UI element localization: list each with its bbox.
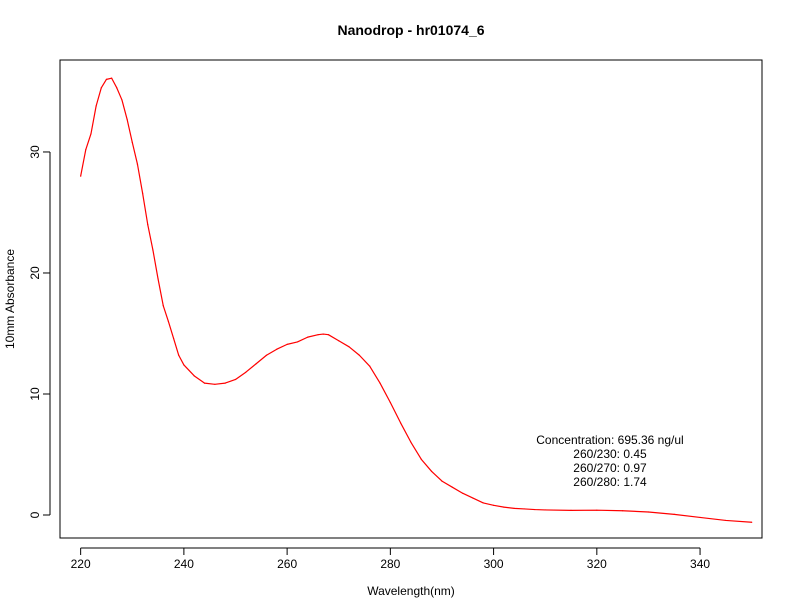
x-tick-label: 240 (174, 557, 194, 571)
data-point (296, 341, 299, 343)
data-point (162, 305, 164, 307)
x-tick-label: 300 (484, 557, 504, 571)
x-tick-label: 220 (71, 557, 91, 571)
y-tick-label: 10 (28, 387, 42, 401)
data-point (596, 509, 598, 511)
data-point (751, 521, 753, 523)
data-point (157, 278, 159, 280)
data-point (141, 192, 144, 194)
x-tick-label: 320 (587, 557, 607, 571)
data-point (369, 365, 371, 367)
data-point (147, 223, 149, 226)
series-layer (80, 77, 753, 523)
data-point (472, 497, 474, 499)
data-point (80, 175, 82, 177)
y-axis-label: 10mm Absorbance (3, 249, 17, 349)
data-point (100, 87, 102, 89)
data-point (462, 492, 464, 494)
data-point (534, 508, 536, 511)
data-point (136, 163, 139, 165)
data-point (172, 337, 175, 339)
data-point (441, 480, 443, 482)
data-point (647, 511, 650, 513)
data-point (570, 509, 572, 512)
data-point (503, 506, 505, 508)
data-point (167, 320, 169, 322)
data-point (234, 378, 237, 381)
data-point (410, 441, 412, 443)
data-point (673, 513, 675, 516)
data-point (111, 77, 113, 79)
annotation-ratio-260-270: 260/270: 0.97 (573, 461, 647, 475)
x-axis-label: Wavelength(nm) (367, 584, 455, 598)
data-point (523, 508, 526, 510)
data-point (544, 509, 546, 511)
annotation-ratio-260-280: 260/280: 1.74 (573, 475, 647, 489)
x-tick-label: 260 (277, 557, 297, 571)
data-point (183, 364, 185, 366)
data-point (420, 458, 422, 460)
data-point (214, 383, 216, 385)
data-point (482, 502, 484, 504)
annotation-box: Concentration: 695.36 ng/ul 260/230: 0.4… (536, 433, 683, 489)
data-point (379, 382, 381, 384)
data-point (276, 348, 278, 350)
data-point (286, 343, 288, 345)
x-tick-label: 340 (690, 557, 710, 571)
chart-title: Nanodrop - hr01074_6 (337, 22, 484, 38)
data-point (358, 354, 360, 356)
data-point (451, 486, 453, 488)
data-point (121, 99, 123, 101)
annotation-ratio-260-230: 260/230: 0.45 (573, 447, 647, 461)
data-points (80, 77, 753, 523)
data-point (224, 382, 226, 384)
data-point (338, 340, 340, 342)
data-point (131, 141, 133, 143)
x-axis: 220 240 260 280 300 320 340 (71, 547, 710, 571)
data-point (152, 249, 154, 251)
data-point (492, 504, 495, 506)
plot-frame (59, 59, 763, 539)
data-point (116, 87, 118, 89)
data-point (265, 354, 268, 356)
data-point (85, 148, 87, 151)
data-point (307, 336, 309, 338)
data-point (203, 382, 206, 384)
data-point (400, 422, 402, 424)
data-point (317, 334, 319, 336)
y-tick-label: 30 (28, 145, 42, 159)
data-point (126, 118, 128, 120)
data-point (95, 105, 97, 107)
y-tick-label: 0 (28, 511, 42, 518)
data-point (431, 470, 433, 473)
data-point (193, 375, 195, 377)
x-tick-label: 280 (380, 557, 400, 571)
data-point (245, 371, 247, 373)
data-point (255, 363, 257, 365)
data-point (327, 334, 330, 336)
data-point (348, 346, 350, 348)
data-point (725, 519, 727, 522)
data-point (322, 333, 324, 335)
data-point (622, 510, 624, 512)
data-point (513, 507, 515, 509)
y-tick-label: 20 (28, 266, 42, 280)
data-point (389, 401, 391, 404)
annotation-concentration: Concentration: 695.36 ng/ul (536, 433, 683, 447)
data-point (90, 133, 92, 135)
data-point (699, 516, 701, 519)
data-point (178, 354, 180, 356)
data-point (105, 78, 108, 80)
y-axis: 0 10 20 30 (28, 145, 51, 518)
absorbance-line-series (80, 77, 752, 523)
